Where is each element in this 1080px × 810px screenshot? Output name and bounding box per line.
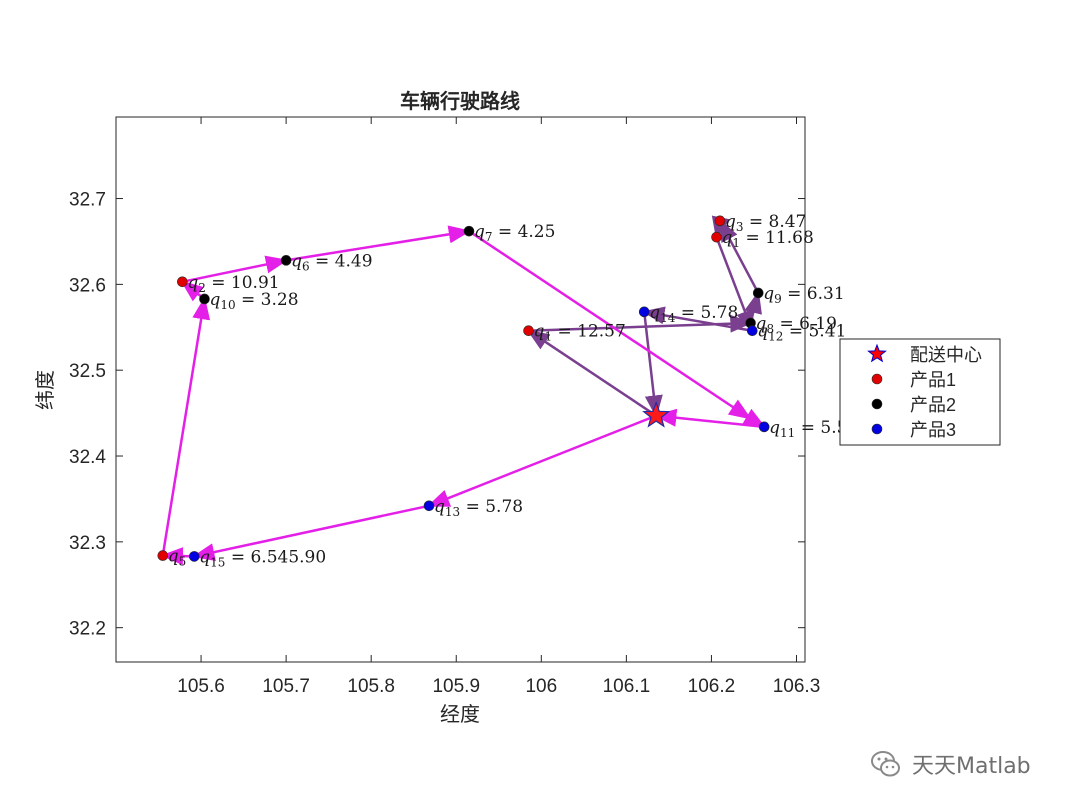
- route-segment-2-4: [161, 296, 211, 556]
- route-segment-2-8: [468, 230, 752, 420]
- legend-box: [839, 338, 1001, 446]
- point-label-6: q6 = 4.49: [291, 251, 372, 273]
- point-label-3: q3 = 8.47: [725, 212, 806, 234]
- x-tick-label: 105.9: [432, 676, 480, 697]
- point-q7-7: [463, 225, 475, 237]
- y-tick-label: 32.2: [69, 619, 106, 640]
- depot-star: [642, 400, 671, 428]
- route-segment-1-6: [715, 236, 754, 333]
- point-label-8: q8 = 6.19: [756, 314, 837, 336]
- legend-label-3: 产品2: [910, 395, 956, 415]
- x-tick-label: 106.2: [688, 676, 736, 697]
- point-q1-1: [523, 325, 534, 337]
- point-label-13: q13 = 5.78: [434, 497, 523, 519]
- x-tick-label: 106.3: [773, 676, 821, 697]
- point-q5-5: [157, 550, 169, 561]
- legend-marker-3: [871, 398, 883, 410]
- legend-label-4: 产品3: [910, 420, 956, 440]
- route-lines: [160, 215, 767, 566]
- point-q6-6: [280, 255, 292, 266]
- axes-box: [115, 116, 806, 663]
- route-segment-2-7: [285, 225, 472, 262]
- legend-label-2: 产品1: [910, 370, 956, 390]
- point-label-4: q1 = 11.68: [722, 228, 814, 250]
- wechat-icon: [871, 751, 900, 777]
- point-q14-14: [638, 306, 650, 318]
- point-q11-11: [758, 421, 770, 433]
- point-q15-15: [188, 551, 200, 562]
- point-label-2: q2 = 10.91: [187, 273, 279, 295]
- route-segment-2-1: [426, 414, 657, 507]
- legend-marker-2: [871, 373, 883, 385]
- route-segment-1-8: [642, 311, 663, 418]
- x-tick-label: 106.1: [603, 676, 651, 697]
- x-tick-label: 105.6: [177, 676, 225, 697]
- x-tick-label: 105.8: [347, 676, 395, 697]
- point-q12-12: [746, 325, 758, 337]
- watermark: 天天Matlab: [868, 744, 1031, 784]
- point-q13-13: [423, 500, 435, 512]
- x-tick-label: 106: [525, 676, 557, 697]
- legend-label-1: 配送中心: [910, 345, 982, 365]
- y-tick-label: 32.6: [69, 275, 106, 296]
- point-label-5: q5: [168, 547, 187, 569]
- point-label-15: q15 = 6.545.90: [199, 547, 326, 569]
- point-label-1: q1 = 12.57: [534, 322, 626, 344]
- point-label-11: q11 = 5.5: [769, 418, 847, 440]
- point-label-7: q7 = 4.25: [474, 222, 555, 244]
- route-segment-1-7: [642, 306, 753, 332]
- x-tick-label: 105.7: [262, 676, 310, 697]
- route-segment-2-6: [182, 255, 289, 284]
- watermark-text: 天天Matlab: [912, 754, 1031, 779]
- point-label-14: q14 = 5.78: [649, 303, 738, 325]
- point-label-10: q10 = 3.28: [209, 290, 298, 312]
- point-label-9: q9 = 6.31: [763, 284, 844, 306]
- point-q10-10: [199, 293, 210, 305]
- route-segment-2-10: [653, 408, 765, 429]
- delivery-points: [157, 215, 770, 562]
- point-q9-9: [752, 287, 764, 299]
- point-label-12: q12 = 5.41: [757, 322, 846, 344]
- axis-ticks: 105.6 105.7 105.8 105.9 106 106.1 106.2 106.3 32…: [69, 117, 820, 697]
- chart-title: 车辆行驶路线: [400, 89, 520, 113]
- y-tick-label: 32.7: [69, 190, 106, 211]
- y-tick-label: 32.5: [69, 361, 106, 382]
- x-axis-label: 经度: [440, 703, 480, 726]
- point-q1-4: [711, 231, 722, 243]
- y-tick-label: 32.4: [69, 447, 106, 468]
- point-q2-2: [177, 276, 188, 288]
- legend-star-icon: [867, 343, 887, 363]
- legend-marker-4: [871, 423, 883, 435]
- route-segment-1-1: [526, 329, 657, 417]
- y-axis-label: 纬度: [34, 370, 57, 410]
- route-segment-2-2: [192, 504, 430, 561]
- point-q3-3: [714, 215, 726, 227]
- y-tick-label: 32.3: [69, 533, 106, 554]
